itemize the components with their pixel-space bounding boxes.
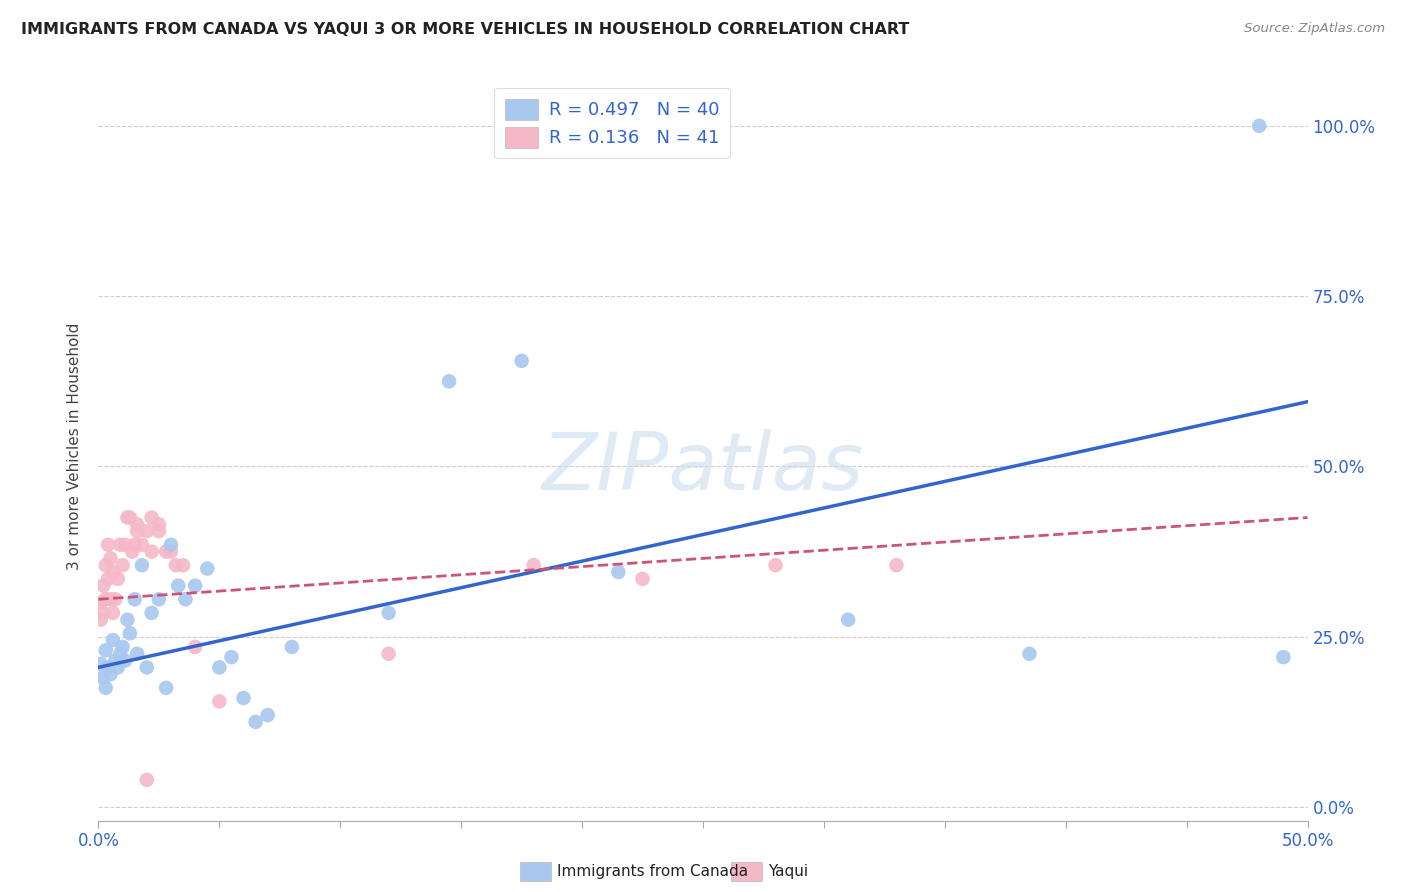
Point (100, 592, 122, 607)
Point (100, 551, 122, 566)
Point (135, 660, 157, 674)
Point (141, 510, 163, 524)
Point (631, 572, 654, 586)
Point (108, 538, 131, 552)
Point (117, 613, 139, 627)
Point (1018, 647, 1040, 661)
Point (91, 671, 114, 685)
Point (155, 681, 177, 695)
Point (124, 592, 146, 607)
Text: Immigrants from Canada: Immigrants from Canada (557, 864, 748, 879)
Point (101, 565, 124, 579)
Point (90, 596, 112, 610)
Point (510, 354, 533, 368)
Point (97, 538, 120, 552)
Point (160, 538, 183, 552)
Point (256, 708, 278, 723)
Point (101, 633, 124, 648)
Point (107, 660, 129, 674)
Point (1249, 119, 1271, 133)
Point (245, 714, 267, 729)
Point (104, 654, 127, 668)
Point (165, 558, 187, 573)
Point (91, 606, 114, 620)
Point (208, 694, 231, 708)
Point (523, 558, 546, 573)
Point (117, 510, 139, 524)
Point (90, 657, 112, 671)
Point (101, 606, 124, 620)
Point (131, 538, 153, 552)
Point (91, 579, 114, 593)
Point (118, 510, 141, 524)
Point (94, 681, 117, 695)
Point (195, 561, 218, 575)
Point (160, 544, 183, 558)
Point (221, 650, 243, 665)
Point (437, 374, 460, 388)
Point (232, 691, 254, 706)
Point (174, 592, 197, 607)
Point (148, 592, 170, 607)
Point (607, 565, 630, 579)
Point (208, 660, 231, 674)
Y-axis label: 3 or more Vehicles in Household: 3 or more Vehicles in Household (67, 322, 83, 570)
Point (1272, 650, 1295, 665)
Point (837, 613, 859, 627)
Point (377, 606, 399, 620)
Point (127, 524, 149, 538)
Point (94, 558, 117, 573)
Point (167, 579, 190, 593)
Point (97, 660, 120, 674)
Point (135, 524, 157, 538)
Point (90, 613, 112, 627)
Point (377, 647, 399, 661)
Point (121, 544, 143, 558)
Text: Yaqui: Yaqui (768, 864, 808, 879)
Point (141, 544, 163, 558)
Point (127, 517, 149, 532)
Point (111, 640, 134, 654)
Point (131, 558, 153, 573)
Point (765, 558, 787, 573)
Text: ZIPatlas: ZIPatlas (541, 429, 865, 508)
Point (107, 572, 129, 586)
Point (148, 524, 170, 538)
Point (118, 626, 141, 640)
Point (108, 647, 131, 661)
Point (111, 558, 134, 573)
Point (886, 558, 908, 573)
Point (114, 538, 136, 552)
Point (184, 640, 207, 654)
Point (97, 572, 120, 586)
Point (100, 667, 122, 681)
Point (94, 643, 117, 657)
Text: IMMIGRANTS FROM CANADA VS YAQUI 3 OR MORE VEHICLES IN HOUSEHOLD CORRELATION CHAR: IMMIGRANTS FROM CANADA VS YAQUI 3 OR MOR… (21, 22, 910, 37)
Text: Source: ZipAtlas.com: Source: ZipAtlas.com (1244, 22, 1385, 36)
Point (124, 538, 146, 552)
Legend: R = 0.497   N = 40, R = 0.136   N = 41: R = 0.497 N = 40, R = 0.136 N = 41 (495, 88, 730, 159)
Point (172, 558, 194, 573)
Point (184, 579, 207, 593)
Point (141, 606, 163, 620)
Point (281, 640, 304, 654)
Point (155, 544, 177, 558)
Point (114, 654, 136, 668)
Point (94, 592, 117, 607)
Point (148, 517, 170, 532)
Point (135, 772, 157, 787)
Point (104, 592, 127, 607)
Point (127, 647, 149, 661)
